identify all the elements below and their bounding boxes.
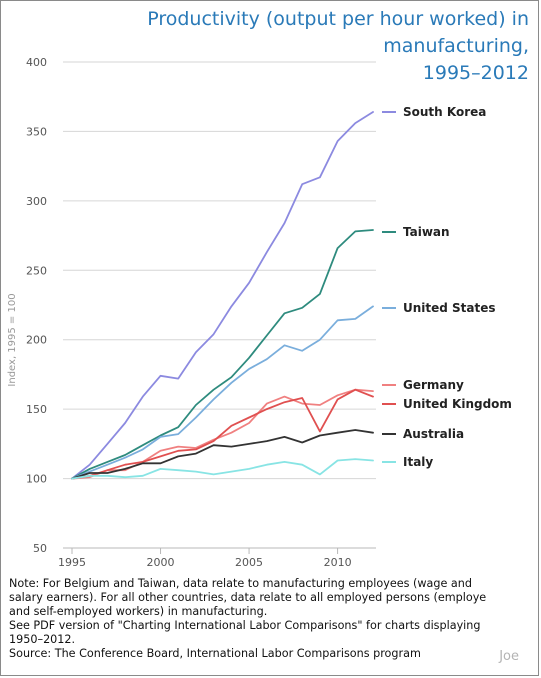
title-line-1: Productivity (output per hour worked) in… [147,8,529,57]
y-tick-labels: 50 100 150 200 250 300 350 400 [26,56,47,555]
series-line-united-states [71,305,374,480]
series-line-taiwan [71,229,374,480]
y-tick-300: 300 [26,195,47,208]
source-line: Source: The Conference Board, Internatio… [9,646,421,660]
title-line-2: 1995–2012 [422,62,529,84]
note-line-5: 1950–2012. [9,632,76,646]
y-tick-200: 200 [26,334,47,347]
x-tick-2005: 2005 [235,556,263,569]
x-tick-2010: 2010 [324,556,352,569]
y-tick-250: 250 [26,264,47,277]
x-tick-1995: 1995 [58,556,86,569]
series-lines [71,111,374,480]
series-line-united-kingdom [71,388,374,480]
series-label-germany: Germany [403,378,464,392]
note-line-4: See PDF version of "Charting Internation… [9,618,481,632]
x-tick-2000: 2000 [147,556,175,569]
series-label-united-states: United States [403,301,496,315]
series-labels: South Korea Taiwan United States Germany Uni… [382,105,512,469]
notes: Note: For Belgium and Taiwan, data relat… [9,577,533,660]
note-line-2: salary earners). For all other countries… [9,590,487,604]
series-line-italy [71,458,374,480]
series-line-south-korea [71,111,374,480]
y-tick-100: 100 [26,473,47,486]
series-line-australia [71,429,374,480]
x-axis: 1995 2000 2005 2010 [58,547,376,569]
chart-title: Productivity (output per hour worked) in… [9,6,529,87]
series-label-south-korea: South Korea [403,105,486,119]
note-line-3: and self-employed workers) in manufactur… [9,604,268,618]
note-line-1: Note: For Belgium and Taiwan, data relat… [9,577,472,590]
series-label-italy: Italy [403,455,433,469]
y-axis-label: Index, 1995 = 100 [7,293,18,386]
y-tick-150: 150 [26,403,47,416]
y-tick-350: 350 [26,125,47,138]
y-tick-400: 400 [26,56,47,69]
watermark: Joe [499,649,519,664]
series-label-taiwan: Taiwan [403,225,450,239]
y-tick-50: 50 [33,542,47,555]
gridlines [63,61,376,549]
series-label-australia: Australia [403,427,464,441]
series-label-united-kingdom: United Kingdom [403,397,512,411]
